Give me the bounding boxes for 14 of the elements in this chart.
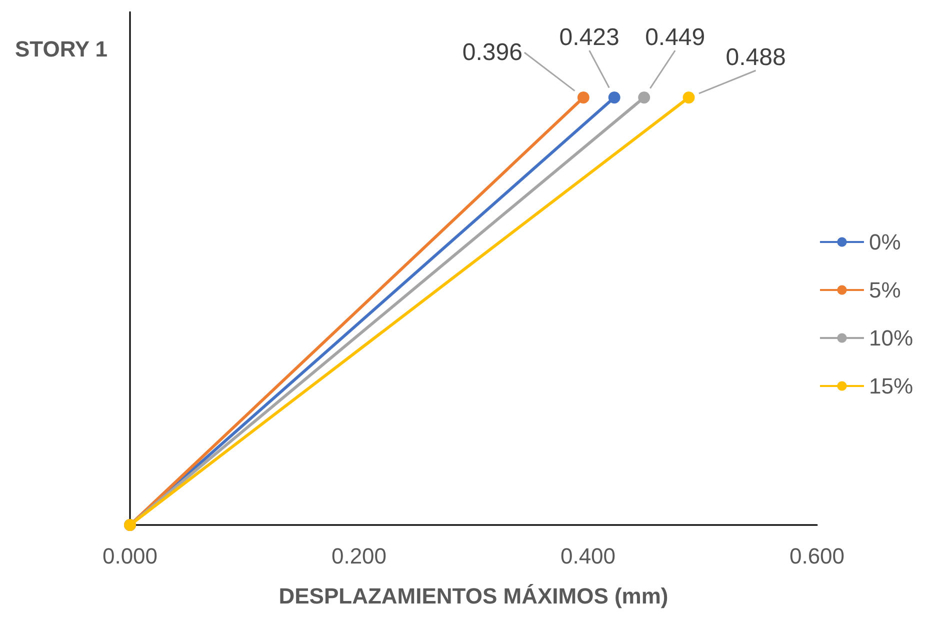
legend-label: 15% xyxy=(868,374,914,398)
x-tick-label: 0.000 xyxy=(102,544,158,568)
legend-label: 5% xyxy=(868,278,901,302)
legend-label: 0% xyxy=(868,230,901,254)
annotation: 0.488 xyxy=(726,44,786,71)
y-axis-title: STORY 1 xyxy=(15,36,108,62)
x-tick-label: 0.400 xyxy=(560,544,616,568)
x-axis-title: DESPLAZAMIENTOS MÁXIMOS (mm) xyxy=(278,584,668,608)
legend-label: 10% xyxy=(868,326,914,350)
annotation: 0.396 xyxy=(462,39,522,66)
x-tick-label: 0.600 xyxy=(789,544,845,568)
annotation: 0.423 xyxy=(559,24,620,51)
annotation: 0.449 xyxy=(645,24,706,51)
x-tick-label: 0.200 xyxy=(331,544,387,568)
